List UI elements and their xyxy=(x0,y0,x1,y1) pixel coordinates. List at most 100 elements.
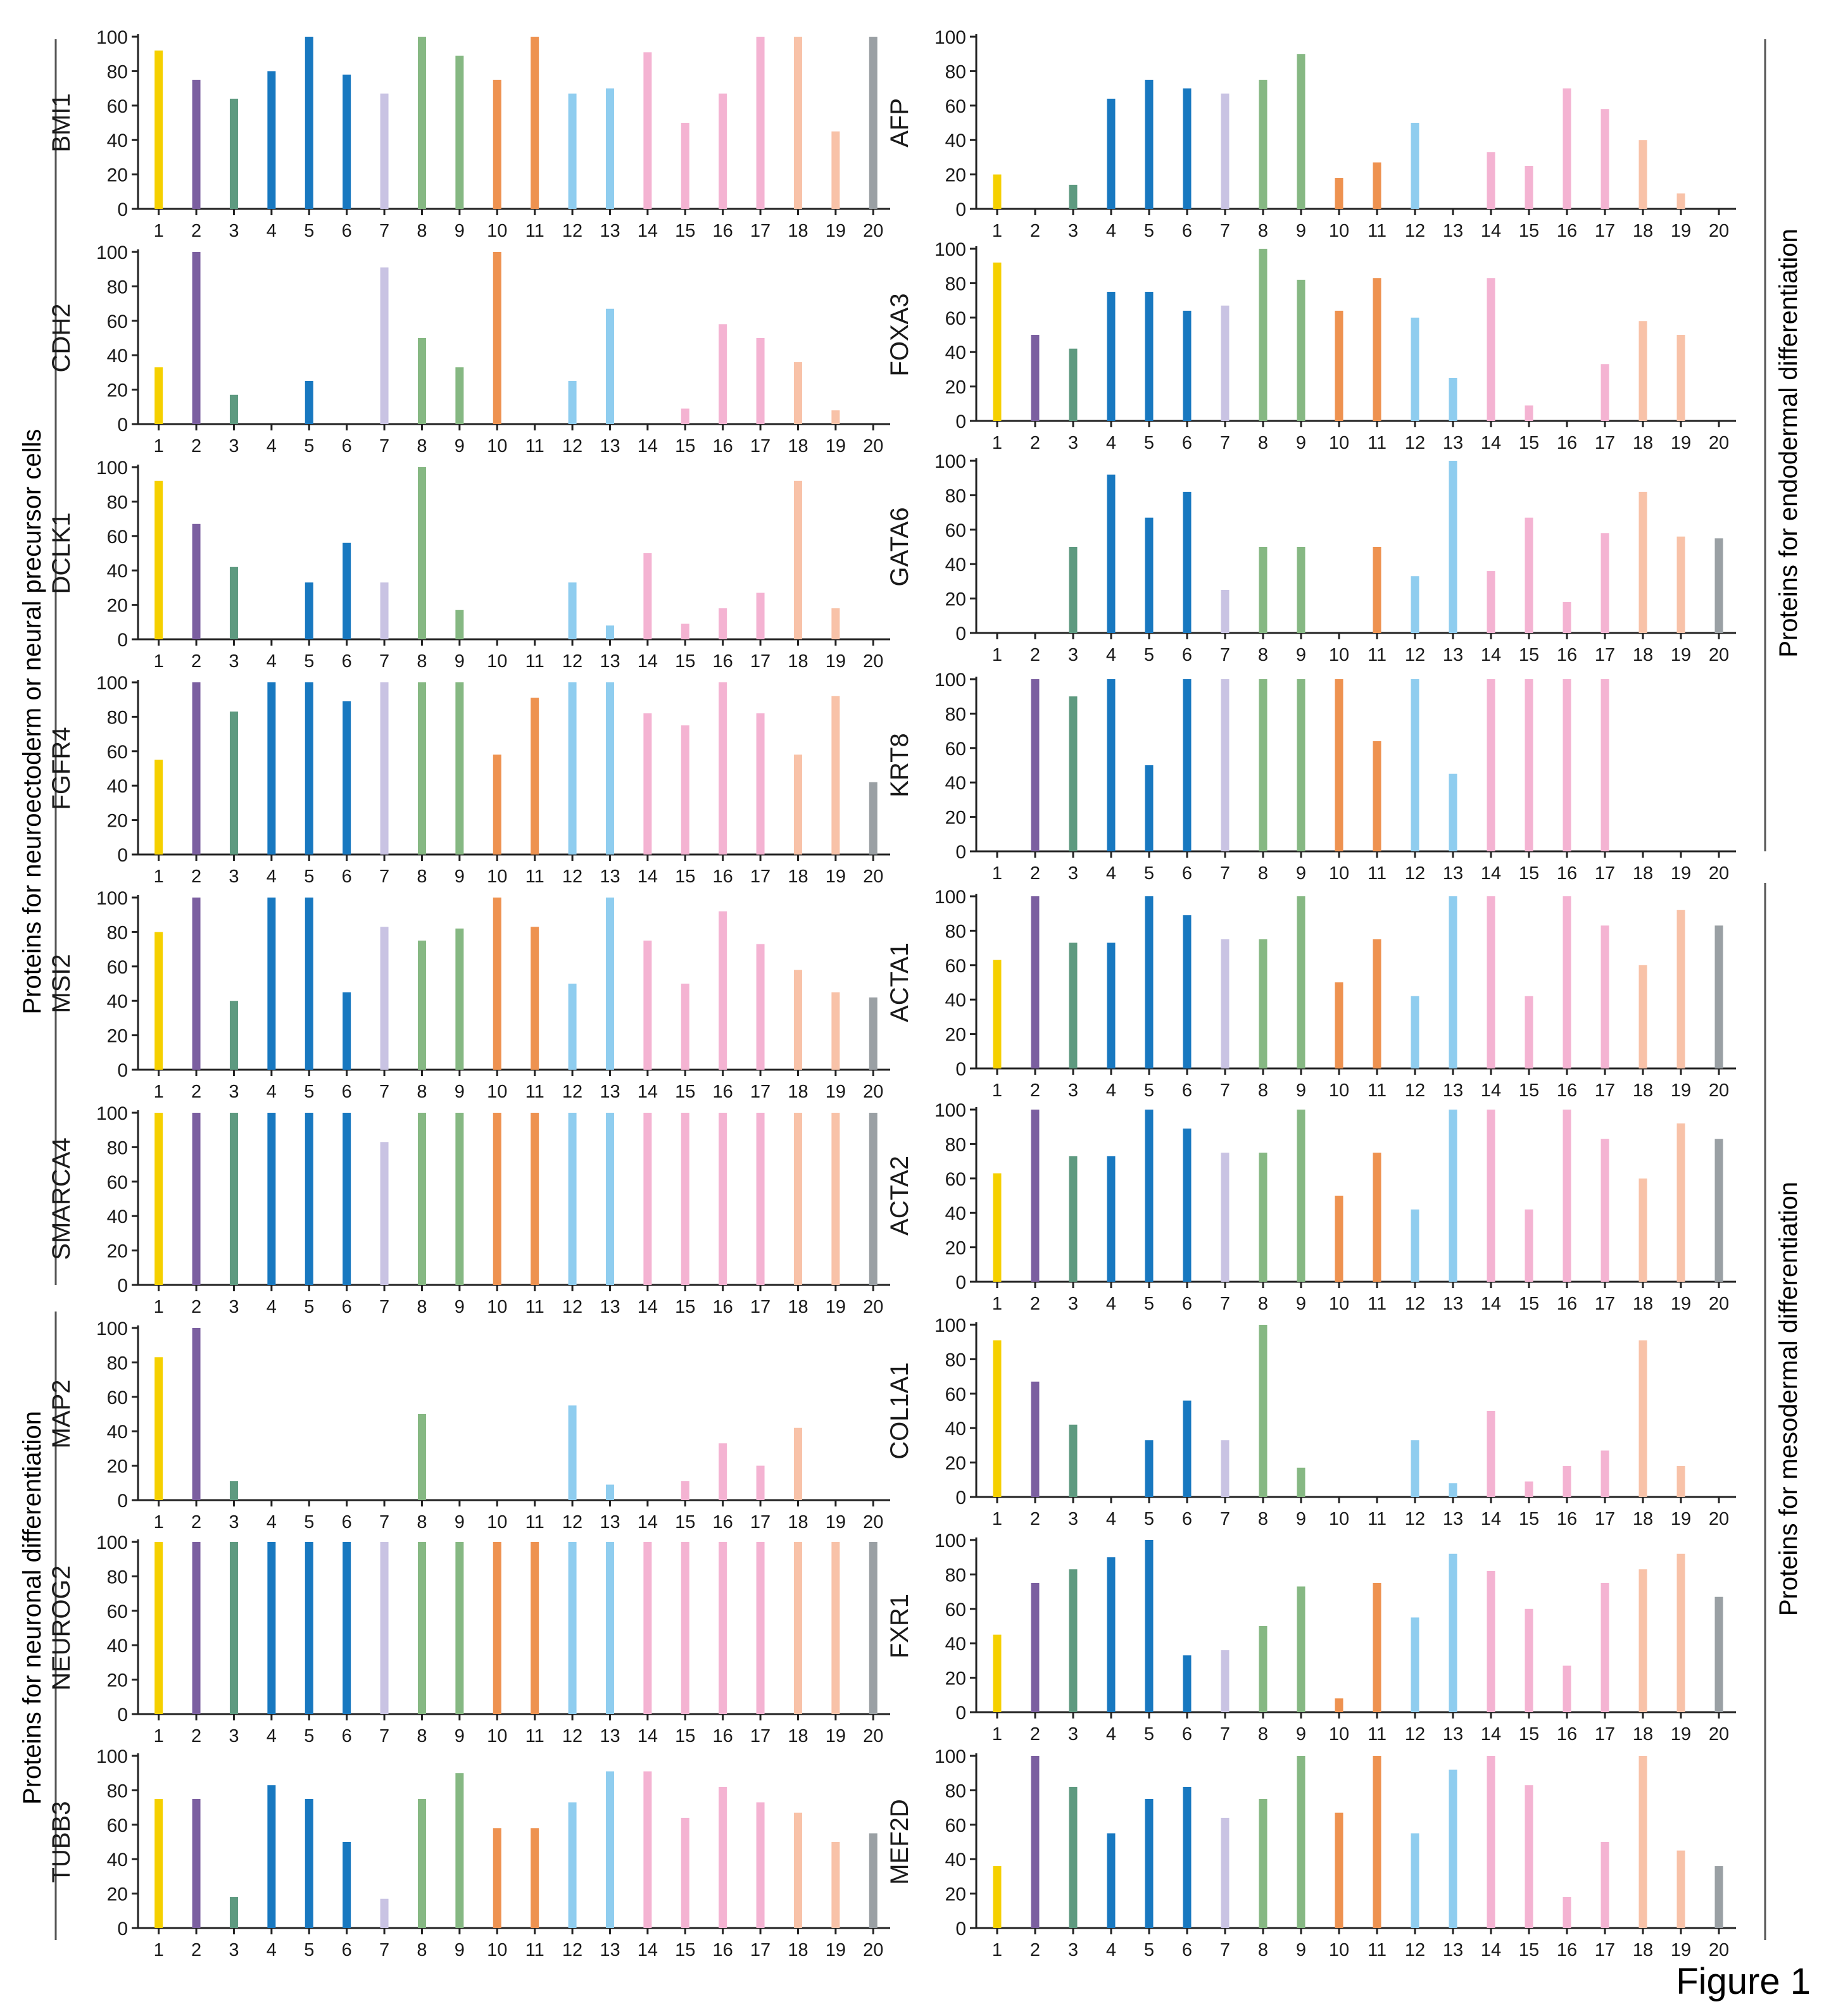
y-tick-label: 0 xyxy=(117,1491,128,1512)
bar-1 xyxy=(154,932,163,1070)
bar-2 xyxy=(1031,1756,1040,1928)
bar-6 xyxy=(1183,1786,1192,1928)
x-tick-label: 5 xyxy=(1144,863,1154,884)
x-tick-label: 10 xyxy=(487,1082,507,1102)
x-tick-label: 9 xyxy=(455,1297,465,1317)
x-tick-label: 3 xyxy=(229,436,239,456)
y-axis-label: BMI1 xyxy=(47,93,75,152)
y-tick-label: 40 xyxy=(945,1203,966,1224)
x-tick-label: 3 xyxy=(229,1512,239,1532)
bar-13 xyxy=(605,1484,614,1500)
bar-4 xyxy=(267,682,276,855)
bar-17 xyxy=(756,944,765,1070)
x-tick-label: 7 xyxy=(1220,1940,1230,1960)
x-tick-label: 13 xyxy=(1443,1724,1463,1744)
bar-1 xyxy=(993,960,1002,1068)
x-tick-label: 6 xyxy=(1182,1294,1192,1314)
bar-13 xyxy=(1449,1553,1457,1712)
bar-3 xyxy=(229,1542,238,1714)
x-tick-label: 4 xyxy=(1106,221,1116,241)
x-tick-label: 1 xyxy=(992,221,1002,241)
x-tick-label: 13 xyxy=(1443,1940,1463,1960)
x-tick-label: 1 xyxy=(992,1294,1002,1314)
y-tick-label: 20 xyxy=(945,1884,966,1905)
bar-4 xyxy=(267,1542,276,1714)
x-tick-label: 5 xyxy=(304,651,314,672)
bar-17 xyxy=(756,713,765,855)
x-tick-label: 9 xyxy=(1296,1080,1306,1101)
bar-14 xyxy=(1487,152,1495,209)
y-tick-label: 80 xyxy=(945,1134,966,1155)
bar-8 xyxy=(417,1414,426,1500)
x-tick-label: 11 xyxy=(1368,1294,1387,1314)
bar-1 xyxy=(154,367,163,424)
x-tick-label: 2 xyxy=(1030,1509,1040,1529)
x-tick-label: 16 xyxy=(713,1726,733,1746)
bar-9 xyxy=(1297,1467,1305,1497)
y-tick-label: 0 xyxy=(955,199,966,220)
bar-2 xyxy=(192,252,201,424)
y-axis-label: FGFR4 xyxy=(47,727,75,810)
x-tick-label: 1 xyxy=(992,645,1002,665)
x-tick-label: 5 xyxy=(304,1940,314,1960)
x-tick-label: 17 xyxy=(750,436,770,456)
x-tick-label: 11 xyxy=(1368,1080,1387,1101)
bar-19 xyxy=(831,131,840,209)
x-tick-label: 14 xyxy=(638,1082,658,1102)
x-tick-label: 20 xyxy=(863,221,883,241)
x-tick-label: 3 xyxy=(229,867,239,887)
x-tick-label: 14 xyxy=(1481,1940,1501,1960)
y-axis-label: ACTA2 xyxy=(886,1156,914,1236)
x-tick-label: 6 xyxy=(1182,1940,1192,1960)
x-tick-label: 5 xyxy=(1144,1724,1154,1744)
x-tick-label: 17 xyxy=(1595,1294,1615,1314)
x-tick-label: 15 xyxy=(1519,1294,1539,1314)
bar-20 xyxy=(869,1833,877,1928)
x-tick-label: 14 xyxy=(638,221,658,241)
x-tick-label: 6 xyxy=(342,1512,352,1532)
x-tick-label: 8 xyxy=(417,1940,427,1960)
bar-15 xyxy=(1525,679,1533,851)
bar-17 xyxy=(756,338,765,424)
x-tick-label: 18 xyxy=(788,436,808,456)
y-tick-label: 60 xyxy=(945,96,966,117)
y-tick-label: 80 xyxy=(945,1781,966,1801)
bar-19 xyxy=(831,696,840,855)
bar-5 xyxy=(1145,1440,1154,1497)
x-tick-label: 19 xyxy=(826,1082,846,1102)
bar-17 xyxy=(1601,1842,1609,1928)
bar-7 xyxy=(1221,1440,1230,1497)
y-tick-label: 20 xyxy=(107,596,128,617)
x-tick-label: 15 xyxy=(1519,221,1539,241)
y-tick-label: 60 xyxy=(945,308,966,329)
bar-16 xyxy=(719,93,727,209)
x-tick-label: 18 xyxy=(1633,1724,1653,1744)
x-tick-label: 6 xyxy=(342,1297,352,1317)
bar-5 xyxy=(305,1113,313,1285)
bar-6 xyxy=(1183,1128,1192,1282)
x-tick-label: 12 xyxy=(562,867,582,887)
y-tick-label: 0 xyxy=(117,1705,128,1725)
y-tick-label: 40 xyxy=(107,1850,128,1870)
bar-3 xyxy=(229,1113,238,1285)
bar-18 xyxy=(793,480,802,639)
x-tick-label: 16 xyxy=(1557,645,1577,665)
bar-2 xyxy=(1031,679,1040,851)
x-tick-label: 8 xyxy=(417,1297,427,1317)
bar-10 xyxy=(493,252,501,424)
bar-14 xyxy=(643,1771,652,1928)
bar-12 xyxy=(1411,1617,1419,1712)
x-tick-label: 19 xyxy=(1671,863,1691,884)
bar-16 xyxy=(1563,1897,1571,1928)
bar-18 xyxy=(793,1812,802,1928)
x-tick-label: 15 xyxy=(1519,1940,1539,1960)
x-tick-label: 10 xyxy=(1329,1509,1349,1529)
bar-6 xyxy=(1183,88,1192,209)
x-tick-label: 16 xyxy=(713,1082,733,1102)
x-tick-label: 12 xyxy=(562,1726,582,1746)
x-tick-label: 7 xyxy=(379,1726,389,1746)
y-tick-label: 100 xyxy=(934,27,966,48)
x-tick-label: 8 xyxy=(1258,1509,1268,1529)
x-tick-label: 18 xyxy=(788,1512,808,1532)
